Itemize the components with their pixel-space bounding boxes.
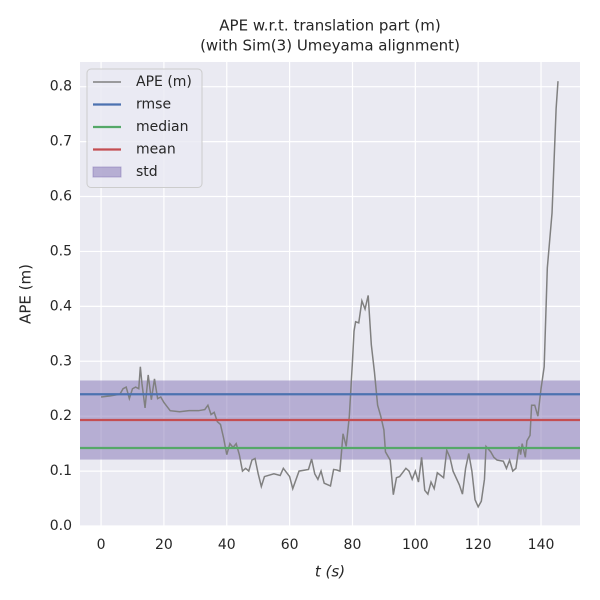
x-tick-label: 0 [97,537,106,553]
x-tick-label: 80 [344,537,362,553]
legend-label: rmse [136,97,171,113]
x-tick-label: 40 [218,537,236,553]
ape-line [100,81,559,509]
x-tick-label: 100 [402,537,429,553]
legend-label: APE (m) [136,74,192,90]
x-tick-label: 20 [155,537,173,553]
legend-label: median [136,119,188,135]
legend-swatch [92,166,122,178]
y-tick-label: 0.2 [50,408,72,424]
x-tick-label: 60 [281,537,299,553]
x-tick-label: 120 [465,537,492,553]
y-tick-label: 0.3 [50,353,72,369]
legend-box [86,68,203,188]
chart-subtitle: (with Sim(3) Umeyama alignment) [200,37,460,55]
legend-label: mean [136,142,176,158]
y-axis-label: APE (m) [17,264,35,324]
y-tick-label: 0.8 [50,79,72,95]
chart-title: APE w.r.t. translation part (m) [219,17,440,35]
y-tick-label: 0.4 [50,298,72,314]
x-tick-label: 140 [528,537,555,553]
x-axis-label: t (s) [315,563,345,581]
y-tick-label: 0.1 [50,463,72,479]
y-tick-label: 0.5 [50,243,72,259]
y-tick-label: 0.0 [50,518,72,534]
y-tick-label: 0.7 [50,134,72,150]
legend-label: std [136,164,158,180]
y-tick-label: 0.6 [50,189,72,205]
